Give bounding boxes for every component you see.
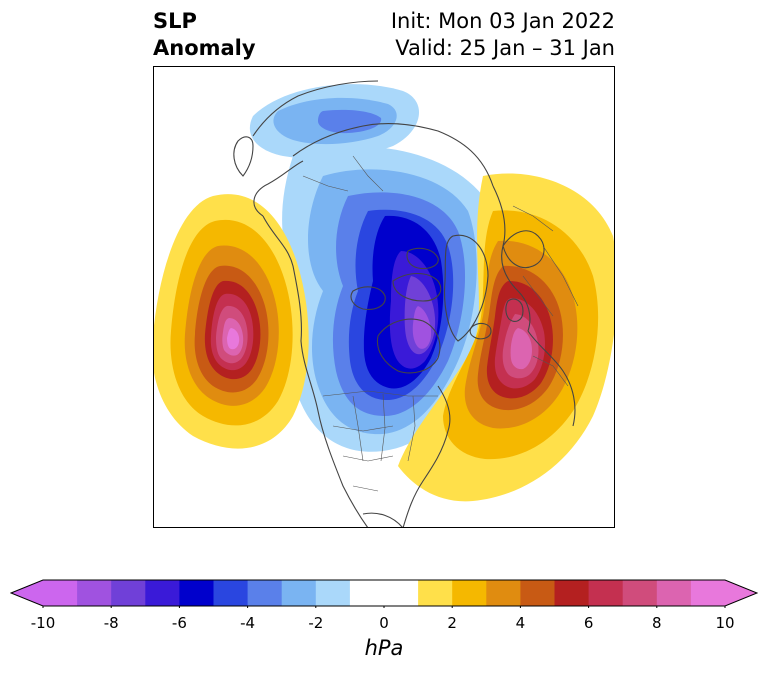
colorbar-segment: [452, 580, 487, 606]
colorbar-extend-max: [725, 580, 757, 606]
colorbar-tick-label: -6: [171, 614, 187, 632]
colorbar-segment: [111, 580, 146, 606]
slp-anomaly-map: [153, 66, 615, 528]
colorbar-tick-label: 4: [515, 614, 526, 632]
colorbar-tick-label: -10: [30, 614, 56, 632]
negative-anomaly-siberia: [249, 84, 420, 159]
colorbar-tick-label: 8: [652, 614, 662, 632]
colorbar-segment: [77, 580, 112, 606]
colorbar-segment: [145, 580, 180, 606]
colorbar-segment: [349, 580, 385, 606]
colorbar-segment: [281, 580, 317, 606]
coastlines: [233, 80, 576, 528]
colorbar-segment: [486, 580, 521, 606]
colorbar-extend-min: [11, 580, 43, 606]
plot-title-right: Init: Mon 03 Jan 2022 Valid: 25 Jan – 31…: [391, 8, 615, 62]
colorbar-ticks: [42, 606, 726, 608]
colorbar-segment: [554, 580, 590, 606]
colorbar-tick-label: 6: [583, 614, 594, 632]
colorbar-segment: [384, 580, 419, 606]
colorbar-segment: [656, 580, 692, 606]
colorbar-segment: [690, 580, 726, 606]
colorbar: [10, 579, 758, 608]
positive-anomaly-atlantic: [398, 173, 615, 502]
negative-anomaly-canada: [282, 146, 496, 452]
valid-range-label: Valid: 25 Jan – 31 Jan: [395, 36, 615, 60]
colorbar-segment: [588, 580, 624, 606]
title-variable: SLP: [153, 9, 197, 33]
colorbar-segments: [11, 580, 757, 606]
plot-title-left: SLP Anomaly: [153, 8, 256, 62]
colorbar-segment: [179, 580, 215, 606]
map-frame: [153, 66, 615, 528]
colorbar-tick-label: -8: [103, 614, 119, 632]
colorbar-tick-label: 0: [379, 614, 389, 632]
title-type: Anomaly: [153, 36, 256, 60]
colorbar-segment: [213, 580, 249, 606]
colorbar-segment: [247, 580, 283, 606]
colorbar-tick-label: -2: [308, 614, 324, 632]
colorbar-segment: [520, 580, 556, 606]
colorbar-segment: [43, 580, 78, 606]
colorbar-tick-label: -4: [240, 614, 256, 632]
colorbar-unit-label: hPa: [364, 636, 404, 660]
colorbar-segment: [418, 580, 453, 606]
political-borders: [302, 155, 579, 492]
colorbar-tick-label: 10: [715, 614, 735, 632]
init-date-label: Init: Mon 03 Jan 2022: [390, 9, 615, 33]
colorbar-segment: [315, 580, 351, 606]
positive-anomaly-pacific: [153, 194, 309, 449]
colorbar-tick-label: 2: [447, 614, 457, 632]
colorbar-segment: [622, 580, 658, 606]
